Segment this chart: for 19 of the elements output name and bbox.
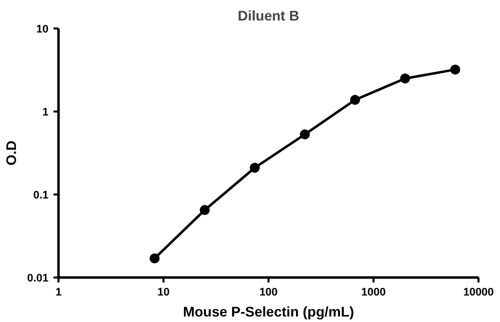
x-tick-label: 100 xyxy=(259,286,278,298)
x-tick-label: 1 xyxy=(55,286,62,298)
x-tick-label: 10000 xyxy=(463,286,494,298)
point xyxy=(350,94,360,105)
point xyxy=(450,64,460,75)
point xyxy=(300,129,310,140)
y-tick-label: 0.01 xyxy=(27,272,49,284)
point xyxy=(150,253,160,264)
point xyxy=(400,73,410,84)
y-tick-label: 0.1 xyxy=(33,190,49,202)
x-tick-label: 1000 xyxy=(361,286,386,298)
point xyxy=(200,205,210,216)
x-tick-label: 10 xyxy=(157,286,170,298)
chart-title: Diluent B xyxy=(238,8,300,24)
y-tick-label: 1 xyxy=(42,106,49,118)
y-axis-title: O.D xyxy=(3,140,20,166)
y-tick-label: 10 xyxy=(36,24,49,36)
x-axis-title: Mouse P-Selectin (pg/mL) xyxy=(182,304,354,320)
point xyxy=(250,162,260,173)
